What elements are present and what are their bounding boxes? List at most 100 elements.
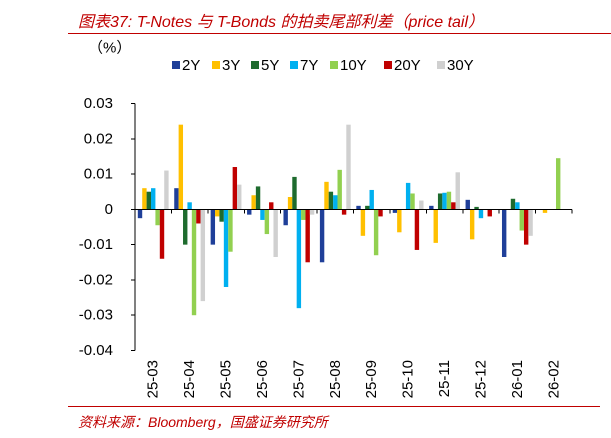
legend-label: 5Y — [261, 57, 279, 74]
bar-3Y-25-10 — [397, 209, 402, 233]
bar-7Y-25-06 — [260, 209, 265, 220]
legend-label: 2Y — [182, 57, 200, 74]
x-category-label: 26-02 — [545, 360, 562, 398]
bar-2Y-25-07 — [283, 209, 288, 226]
title-divider — [68, 33, 611, 34]
legend-item-7Y: 7Y — [290, 57, 318, 74]
bar-5Y-25-04 — [183, 209, 188, 245]
y-tick-label: 0.02 — [84, 130, 113, 147]
bar-3Y-25-04 — [178, 124, 184, 210]
bar-2Y-25-11 — [429, 205, 434, 210]
legend-item-5Y: 5Y — [251, 57, 279, 74]
bar-7Y-25-08 — [333, 195, 338, 210]
legend-item-10Y: 10Y — [330, 57, 367, 74]
legend-label: 30Y — [447, 57, 474, 74]
bar-20Y-25-10 — [414, 209, 420, 250]
legend-swatch — [251, 61, 259, 69]
source-divider — [68, 406, 600, 407]
chart-title: 图表37: T-Notes 与 T-Bonds 的拍卖尾部利差（price ta… — [78, 14, 485, 31]
bar-20Y-25-03 — [159, 209, 165, 259]
legend-label: 3Y — [222, 57, 240, 74]
y-tick-label: -0.01 — [79, 236, 113, 253]
bar-10Y-25-07 — [301, 209, 306, 220]
bar-2Y-25-03 — [137, 209, 143, 219]
legend-swatch — [290, 61, 298, 69]
bar-7Y-25-10 — [405, 182, 411, 210]
x-category-label: 25-09 — [363, 360, 380, 398]
bar-2Y-25-09 — [356, 205, 361, 210]
bars — [137, 124, 561, 316]
y-axis: 0.03 0.02 0.01 0 -0.01 -0.02 -0.03 -0.04 — [79, 95, 136, 359]
x-category-label: 25-06 — [254, 360, 271, 398]
bar-5Y-25-08 — [328, 191, 334, 210]
bar-2Y-26-01 — [501, 209, 507, 257]
bar-30Y-25-05 — [237, 184, 242, 210]
bar-3Y-25-03 — [142, 188, 147, 210]
bar-2Y-25-08 — [319, 209, 325, 263]
bar-20Y-25-09 — [378, 209, 383, 217]
bar-3Y-25-09 — [360, 209, 366, 236]
x-category-label: 25-11 — [436, 360, 453, 397]
bar-5Y-25-06 — [255, 186, 261, 210]
bar-5Y-25-09 — [365, 205, 370, 210]
bar-30Y-25-08 — [346, 124, 351, 210]
bar-10Y-25-09 — [373, 209, 379, 256]
y-tick-label: 0.01 — [84, 166, 113, 183]
bar-2Y-25-10 — [392, 209, 398, 213]
bar-20Y-25-11 — [451, 202, 456, 210]
legend-swatch — [437, 61, 445, 69]
x-category-label: 26-01 — [509, 360, 526, 398]
bar-20Y-25-06 — [269, 202, 274, 210]
bar-10Y-25-10 — [410, 193, 415, 210]
bar-5Y-26-01 — [510, 198, 516, 210]
source-note: 资料来源：Bloomberg，国盛证券研究所 — [78, 414, 328, 430]
bar-3Y-25-05 — [215, 209, 220, 217]
bar-3Y-25-07 — [287, 197, 293, 210]
bar-5Y-25-05 — [219, 209, 224, 222]
bar-7Y-25-04 — [187, 202, 192, 210]
bar-5Y-25-11 — [437, 193, 443, 210]
legend-item-3Y: 3Y — [212, 57, 240, 74]
bar-20Y-25-08 — [341, 209, 347, 215]
x-category-label: 25-08 — [327, 360, 344, 398]
bar-30Y-25-10 — [419, 200, 424, 210]
x-category-label: 25-04 — [181, 360, 198, 398]
bar-5Y-25-07 — [292, 176, 297, 210]
x-category-label: 25-03 — [145, 360, 162, 398]
x-category-label: 25-05 — [218, 360, 235, 398]
x-category-label: 25-12 — [472, 360, 489, 398]
bar-10Y-25-08 — [337, 169, 342, 210]
bar-10Y-25-05 — [228, 209, 233, 252]
legend-swatch — [172, 61, 180, 69]
x-category-label: 25-10 — [400, 360, 417, 398]
y-tick-label: -0.04 — [79, 342, 113, 359]
bar-2Y-25-06 — [247, 209, 252, 215]
bar-20Y-25-04 — [196, 209, 201, 224]
legend-label: 10Y — [340, 57, 367, 74]
bar-3Y-26-02 — [542, 209, 548, 213]
bar-2Y-25-12 — [465, 199, 470, 210]
y-tick-label: -0.03 — [79, 307, 113, 324]
bar-7Y-25-11 — [442, 192, 447, 210]
legend-item-20Y: 20Y — [384, 57, 421, 74]
legend-item-2Y: 2Y — [172, 57, 200, 74]
bar-30Y-25-06 — [273, 209, 278, 257]
legend-label: 7Y — [300, 57, 318, 74]
legend-item-30Y: 30Y — [437, 57, 474, 74]
bar-20Y-25-05 — [232, 167, 238, 210]
x-category-label: 25-07 — [290, 360, 307, 398]
legend-swatch — [212, 61, 220, 69]
bar-30Y-26-01 — [528, 209, 533, 236]
bar-5Y-25-03 — [146, 191, 152, 210]
bar-7Y-25-03 — [151, 188, 156, 210]
legend-label: 20Y — [394, 57, 421, 74]
bar-5Y-25-12 — [474, 206, 479, 210]
legend: 2Y 3Y 5Y 7Y 10Y 20Y 30Y — [172, 57, 474, 74]
bar-7Y-25-05 — [223, 209, 229, 287]
bar-30Y-25-04 — [200, 209, 206, 302]
bar-2Y-25-04 — [174, 188, 179, 210]
bar-10Y-25-03 — [155, 209, 160, 226]
bar-10Y-25-04 — [191, 209, 197, 316]
bar-7Y-25-07 — [296, 209, 302, 309]
